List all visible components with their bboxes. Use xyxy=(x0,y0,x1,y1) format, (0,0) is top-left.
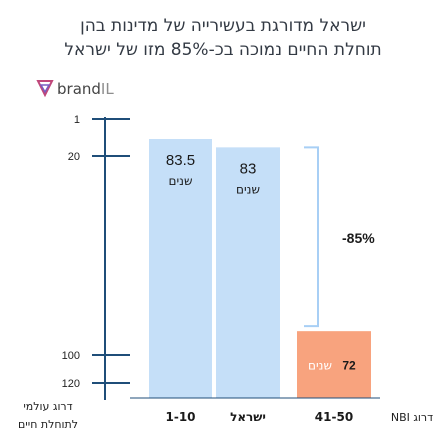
bar-value-label-1: 83 xyxy=(240,160,257,177)
y-tick-label-1: 20 xyxy=(68,151,80,163)
chart-title-line2: תוחלת החיים נמוכה בכ-85% מזו של ישראל xyxy=(64,40,382,60)
bar-unit-label-2: שנים xyxy=(308,359,332,373)
y-tick-label-0: 1 xyxy=(74,114,80,126)
bar-1 xyxy=(216,147,280,398)
bar-0 xyxy=(149,139,212,398)
bar-unit-label-0: שנים xyxy=(169,174,193,188)
y-tick-label-3: 120 xyxy=(62,378,80,390)
bar-unit-label-1: שנים xyxy=(236,182,260,196)
x-category-label-1: ישראל xyxy=(230,410,266,424)
chart-title: ישראל מדורגת בעשירייה של מדינות בהן תוחל… xyxy=(20,14,426,62)
brand-logo: brandIL xyxy=(36,76,114,102)
bar-value-label-0: 83.5 xyxy=(166,152,195,169)
percent-annotation: -85% xyxy=(342,230,375,246)
y-axis-title-line2: לתוחלת חיים xyxy=(18,418,78,431)
brand-logo-icon xyxy=(36,80,54,98)
x-category-label-2: 41-50 xyxy=(315,410,353,424)
bar-value-label-2: 72 xyxy=(342,359,356,373)
chart-title-line1: ישראל מדורגת בעשירייה של מדינות בהן xyxy=(80,16,366,36)
y-axis-title-line1: דרוג עולמי xyxy=(23,400,72,413)
brand-logo-text: brandIL xyxy=(57,80,114,98)
y-tick-label-2: 100 xyxy=(62,350,80,362)
x-category-label-0: 1-10 xyxy=(165,410,195,424)
x-axis-label: דרוג NBI xyxy=(391,411,433,424)
bar-2 xyxy=(297,331,371,398)
percent-bracket xyxy=(304,146,319,328)
